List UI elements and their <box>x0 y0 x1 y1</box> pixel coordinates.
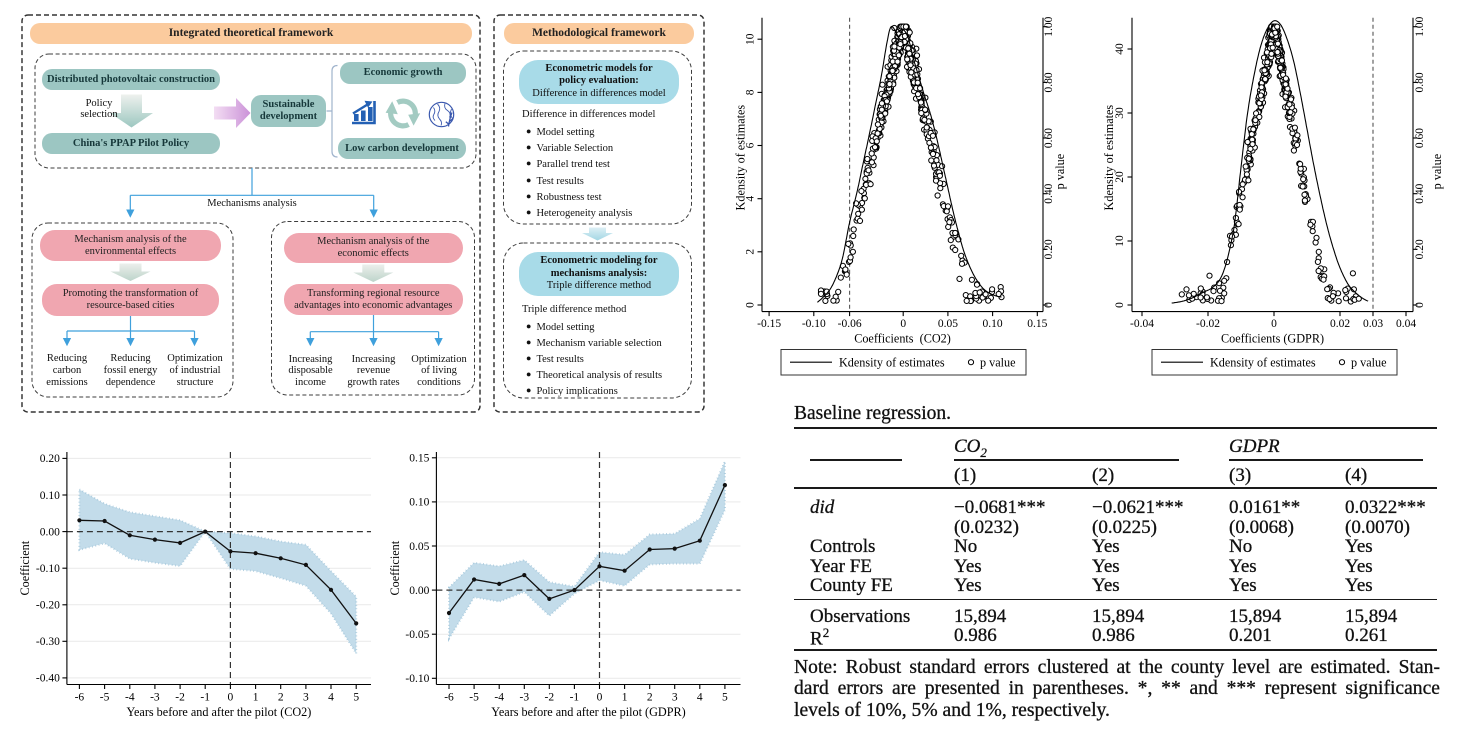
svg-text:4: 4 <box>745 196 757 202</box>
svg-text:Coefficients (CO2): Coefficients (CO2) <box>854 332 951 346</box>
svg-text:Kdensity of estimates: Kdensity of estimates <box>734 105 748 211</box>
svg-text:0.03: 0.03 <box>1363 318 1383 330</box>
svg-text:2: 2 <box>745 249 757 255</box>
svg-text:0: 0 <box>900 318 906 330</box>
svg-text:Coefficients (GDPR): Coefficients (GDPR) <box>1221 332 1324 346</box>
svg-text:Years before and after the pil: Years before and after the pilot (GDPR) <box>491 705 685 719</box>
svg-text:Kdensity of estimates: Kdensity of estimates <box>839 355 945 369</box>
svg-text:-4: -4 <box>494 692 504 704</box>
svg-text:-5: -5 <box>100 692 110 704</box>
svg-text:-6: -6 <box>75 692 85 704</box>
svg-text:0.05: 0.05 <box>938 318 958 330</box>
svg-text:0.10: 0.10 <box>983 318 1003 330</box>
svg-text:-0.04: -0.04 <box>1130 318 1154 330</box>
svg-text:0: 0 <box>228 692 234 704</box>
svg-text:-4: -4 <box>125 692 135 704</box>
svg-text:4: 4 <box>328 692 334 704</box>
svg-text:-3: -3 <box>150 692 160 704</box>
svg-text:-5: -5 <box>469 692 479 704</box>
svg-text:0.60: 0.60 <box>1414 128 1426 148</box>
svg-text:0.05: 0.05 <box>409 541 429 553</box>
svg-text:5: 5 <box>353 692 359 704</box>
svg-text:Years before and after the pil: Years before and after the pilot (CO2) <box>126 705 311 719</box>
svg-text:1: 1 <box>622 692 628 704</box>
svg-text:-0.06: -0.06 <box>838 318 862 330</box>
svg-text:0.00: 0.00 <box>40 526 60 538</box>
svg-text:p value: p value <box>1053 154 1067 190</box>
svg-text:5: 5 <box>722 692 728 704</box>
svg-text:30: 30 <box>1114 107 1126 119</box>
svg-text:3: 3 <box>672 692 678 704</box>
svg-text:2: 2 <box>647 692 653 704</box>
svg-text:10: 10 <box>745 33 757 45</box>
svg-text:0.10: 0.10 <box>40 490 60 502</box>
svg-text:0: 0 <box>1043 302 1055 308</box>
svg-text:2: 2 <box>278 692 284 704</box>
svg-text:0: 0 <box>1414 302 1426 308</box>
svg-text:8: 8 <box>745 89 757 95</box>
svg-text:0.02: 0.02 <box>1330 318 1350 330</box>
svg-text:0.20: 0.20 <box>1043 239 1055 259</box>
svg-text:0: 0 <box>1271 318 1277 330</box>
svg-text:-0.10: -0.10 <box>802 318 826 330</box>
svg-text:p value: p value <box>1351 355 1387 369</box>
svg-text:0.20: 0.20 <box>40 453 60 465</box>
svg-text:0.20: 0.20 <box>1414 239 1426 259</box>
svg-text:0.10: 0.10 <box>409 497 429 509</box>
svg-text:-0.10: -0.10 <box>405 673 429 685</box>
svg-text:Coefficient: Coefficient <box>18 540 32 595</box>
svg-text:0.40: 0.40 <box>1414 183 1426 203</box>
svg-text:1.00: 1.00 <box>1414 16 1426 36</box>
svg-text:0.40: 0.40 <box>1043 183 1055 203</box>
svg-text:-0.10: -0.10 <box>36 563 60 575</box>
svg-text:4: 4 <box>697 692 703 704</box>
svg-text:1: 1 <box>253 692 259 704</box>
svg-text:0.00: 0.00 <box>409 585 429 597</box>
svg-text:10: 10 <box>1114 235 1126 247</box>
svg-text:-3: -3 <box>520 692 530 704</box>
svg-text:40: 40 <box>1114 43 1126 55</box>
svg-text:-6: -6 <box>444 692 454 704</box>
svg-text:-2: -2 <box>175 692 185 704</box>
svg-text:0.80: 0.80 <box>1043 72 1055 92</box>
svg-text:Kdensity of estimates: Kdensity of estimates <box>1210 355 1316 369</box>
svg-text:0: 0 <box>1114 302 1126 308</box>
svg-text:0.80: 0.80 <box>1414 72 1426 92</box>
svg-text:0.04: 0.04 <box>1396 318 1416 330</box>
svg-text:6: 6 <box>745 142 757 148</box>
svg-text:-0.40: -0.40 <box>36 673 60 685</box>
svg-text:1.00: 1.00 <box>1043 16 1055 36</box>
svg-text:Coefficient: Coefficient <box>388 540 402 595</box>
svg-text:-0.30: -0.30 <box>36 636 60 648</box>
svg-text:0: 0 <box>597 692 603 704</box>
svg-text:-0.20: -0.20 <box>36 600 60 612</box>
svg-text:-1: -1 <box>570 692 580 704</box>
svg-text:0.60: 0.60 <box>1043 128 1055 148</box>
svg-text:0.15: 0.15 <box>1027 318 1047 330</box>
svg-text:0: 0 <box>745 302 757 308</box>
svg-text:p value: p value <box>1430 154 1444 190</box>
svg-text:-2: -2 <box>545 692 555 704</box>
svg-text:-0.15: -0.15 <box>757 318 781 330</box>
svg-text:p value: p value <box>980 355 1016 369</box>
svg-text:20: 20 <box>1114 171 1126 183</box>
svg-text:-1: -1 <box>200 692 210 704</box>
svg-text:Kdensity of estimates: Kdensity of estimates <box>1102 105 1116 211</box>
svg-text:-0.02: -0.02 <box>1196 318 1220 330</box>
svg-text:-0.05: -0.05 <box>405 629 429 641</box>
svg-text:0.15: 0.15 <box>409 453 429 465</box>
svg-text:3: 3 <box>303 692 309 704</box>
